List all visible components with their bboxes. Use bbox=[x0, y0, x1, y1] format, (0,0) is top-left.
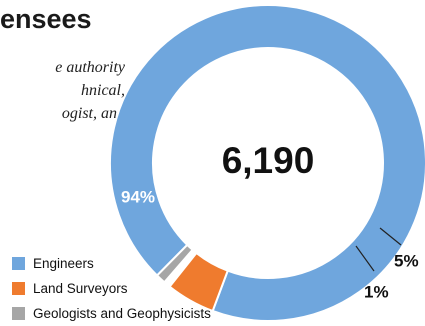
donut-slice-land-surveyors bbox=[168, 251, 230, 313]
leader-lines bbox=[355, 227, 402, 272]
legend-item-land-surveyors: Land Surveyors bbox=[12, 276, 211, 301]
value-label-land-surveyors: 5% bbox=[394, 251, 419, 270]
value-label-geologists: 1% bbox=[364, 282, 389, 301]
legend-label-land-surveyors: Land Surveyors bbox=[33, 281, 128, 296]
donut-slices bbox=[109, 4, 425, 322]
value-label-engineers: 94% bbox=[121, 187, 155, 206]
leader-line-land-surveyors bbox=[379, 227, 402, 246]
slice-value-labels: 94% 5% 1% bbox=[121, 187, 419, 301]
donut-slice-engineers bbox=[109, 4, 425, 322]
legend-item-geologists: Geologists and Geophysicists bbox=[12, 301, 211, 326]
subtitle-line-1: e authority bbox=[55, 59, 125, 76]
legend: Engineers Land Surveyors Geologists and … bbox=[12, 251, 211, 326]
legend-label-engineers: Engineers bbox=[33, 256, 94, 271]
legend-swatch-geologists bbox=[12, 307, 25, 320]
legend-swatch-land-surveyors bbox=[12, 282, 25, 295]
subtitle-line-2: hnical, bbox=[81, 82, 125, 99]
leader-line-geologists bbox=[355, 245, 375, 272]
legend-item-engineers: Engineers bbox=[12, 251, 211, 276]
legend-swatch-engineers bbox=[12, 257, 25, 270]
chart-title: ensees bbox=[0, 4, 92, 34]
subtitle-line-3: ogist, and bbox=[61, 105, 125, 122]
legend-label-geologists: Geologists and Geophysicists bbox=[33, 306, 211, 321]
donut-slice-geologists bbox=[155, 243, 194, 284]
chart-subtitle: e authority hnical, ogist, and bbox=[0, 56, 125, 125]
donut-center-total: 6,190 bbox=[222, 140, 315, 181]
